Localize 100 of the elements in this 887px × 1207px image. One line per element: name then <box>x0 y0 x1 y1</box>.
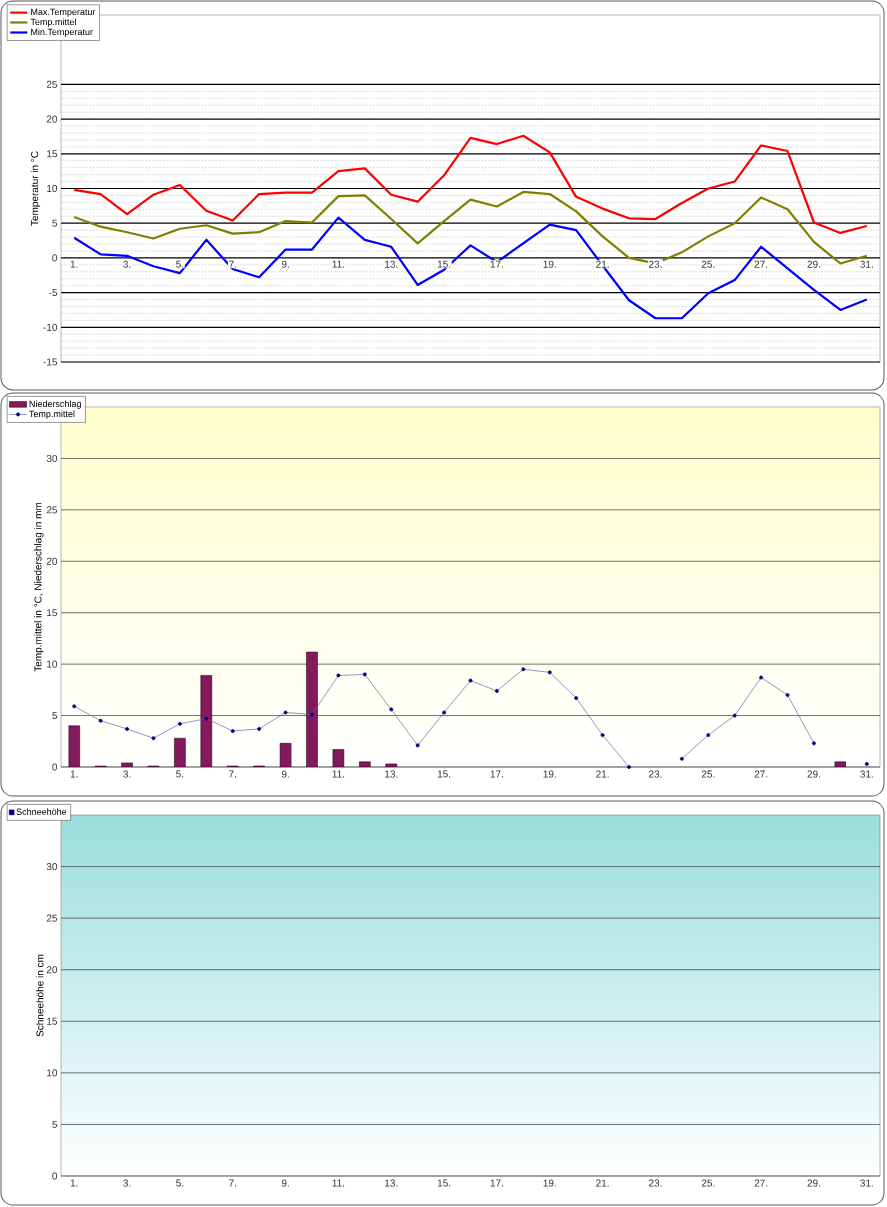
x-tick-label: 11. <box>332 260 345 268</box>
legend-label: Max.Temperatur <box>31 8 96 17</box>
y-tick-label: -5 <box>49 289 58 297</box>
x-tick-label: 5. <box>176 770 184 778</box>
x-tick-label: 7. <box>229 770 236 778</box>
legend-label: Temp.mittel <box>29 410 75 419</box>
y-axis-title: Temp.mittel in °C, Niederschlag in mm <box>34 502 44 672</box>
x-tick-label: 29. <box>807 1179 820 1187</box>
y-tick-label: 0 <box>52 763 58 771</box>
x-tick-label: 17. <box>490 770 503 778</box>
x-tick-label: 27. <box>754 260 768 268</box>
y-tick-label: 30 <box>46 863 58 871</box>
y-tick-label: 25 <box>46 80 58 88</box>
y-tick-label: 5 <box>52 1120 58 1128</box>
point <box>310 712 314 717</box>
x-tick-label: 21. <box>596 1179 609 1187</box>
x-tick-label: 29. <box>807 260 820 268</box>
x-tick-label: 3. <box>123 770 131 778</box>
point <box>389 707 394 712</box>
x-tick-label: 1. <box>70 1179 78 1187</box>
y-tick-label: 10 <box>47 1069 58 1077</box>
x-tick-label: 17. <box>490 1179 503 1187</box>
x-tick-label: 25. <box>701 1179 715 1187</box>
legend-label: Schneehöhe <box>16 808 67 815</box>
y-tick-label: 25 <box>46 914 58 922</box>
point <box>759 675 764 680</box>
x-tick-label: 25. <box>701 770 715 778</box>
y-axis-title: Schneehöhe in cm <box>36 954 44 1037</box>
x-tick-label: 15. <box>437 260 451 268</box>
x-tick-label: 15. <box>437 1179 451 1187</box>
point <box>362 672 367 677</box>
point <box>151 736 156 741</box>
point <box>600 733 605 738</box>
point <box>494 688 499 693</box>
x-tick-label: 19. <box>543 770 556 778</box>
bar <box>332 749 345 767</box>
x-tick-label: 27. <box>754 770 768 778</box>
point <box>468 678 473 683</box>
x-tick-label: 29. <box>807 770 820 778</box>
y-axis-title: Temperatur in °C <box>30 151 41 226</box>
x-tick-label: 23. <box>648 770 662 778</box>
line-series <box>73 134 868 235</box>
bar <box>279 743 292 767</box>
y-tick-label: 5 <box>52 219 58 227</box>
point <box>732 713 737 718</box>
y-tick-label: 15 <box>47 150 58 158</box>
point <box>679 756 684 761</box>
x-tick-label: 11. <box>332 1179 345 1187</box>
y-tick-label: -15 <box>43 358 58 366</box>
x-tick-label: 1. <box>70 770 78 778</box>
x-tick-label: 7. <box>229 260 236 268</box>
x-tick-label: 19. <box>543 260 556 268</box>
x-tick-label: 25. <box>701 260 715 268</box>
point <box>547 670 552 675</box>
x-tick-label: 15. <box>437 770 451 778</box>
x-tick-label: 5. <box>176 1179 184 1187</box>
point <box>283 710 288 715</box>
x-tick-label: 17. <box>490 260 503 268</box>
x-tick-label: 19. <box>543 1179 556 1187</box>
legend-label: Min.Temperatur <box>31 28 93 37</box>
point <box>177 721 182 726</box>
x-tick-label: 5. <box>176 260 184 268</box>
x-tick-label: 3. <box>123 1179 131 1187</box>
bar <box>306 651 318 767</box>
bar <box>834 761 847 767</box>
x-tick-label: 11. <box>332 770 345 778</box>
y-tick-label: 20 <box>46 557 58 565</box>
point <box>336 673 341 678</box>
y-tick-label: 20 <box>46 115 58 123</box>
point <box>864 761 869 766</box>
x-tick-label: 21. <box>596 770 609 778</box>
y-tick-label: 10 <box>47 184 58 193</box>
y-tick-label: 30 <box>46 454 58 462</box>
x-tick-label: 27. <box>754 1179 768 1187</box>
y-tick-label: 0 <box>52 254 58 262</box>
point <box>257 726 262 731</box>
point <box>72 704 77 709</box>
y-tick-label: 15 <box>47 1017 58 1025</box>
legend-label: Niederschlag <box>29 400 81 409</box>
point <box>521 667 526 672</box>
y-tick-label: 0 <box>52 1172 58 1180</box>
bar <box>359 761 371 767</box>
x-tick-label: 9. <box>281 260 289 268</box>
point <box>230 729 235 733</box>
y-tick-label: 25 <box>46 506 58 514</box>
bar <box>68 725 80 767</box>
x-tick-label: 31. <box>860 1179 873 1187</box>
x-tick-label: 3. <box>123 260 131 268</box>
x-tick-label: 9. <box>281 1179 289 1187</box>
x-tick-label: 9. <box>281 770 289 778</box>
point <box>574 696 579 701</box>
point <box>627 765 631 769</box>
x-tick-label: 31. <box>860 260 873 268</box>
y-tick-label: 20 <box>46 966 58 974</box>
x-tick-label: 31. <box>860 770 873 778</box>
bar <box>200 675 213 767</box>
point <box>415 743 420 748</box>
point <box>785 693 790 697</box>
y-tick-label: 15 <box>47 609 58 617</box>
y-tick-label: 5 <box>52 712 58 720</box>
